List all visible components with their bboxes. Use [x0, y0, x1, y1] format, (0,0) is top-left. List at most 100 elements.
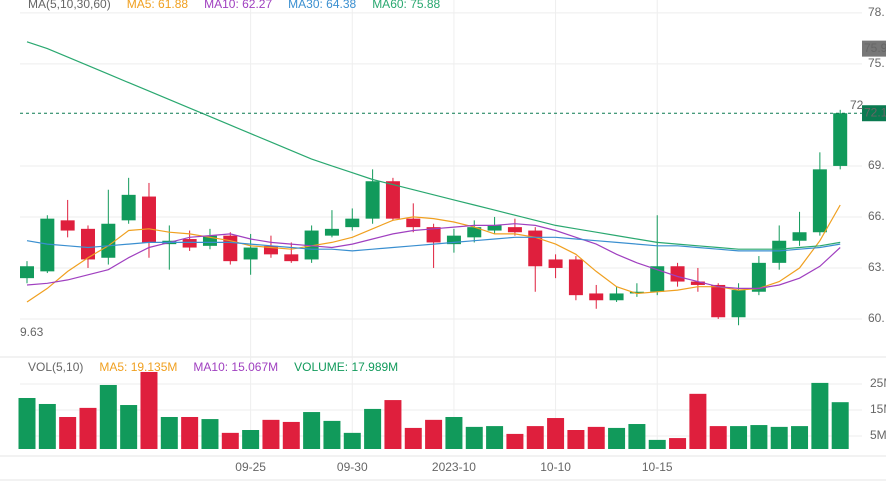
volume-bar [587, 426, 605, 449]
legend-title: MA(5,10,30,60) [28, 0, 111, 11]
candle-body [385, 181, 400, 219]
volume-bar [628, 424, 646, 449]
x-tick-label: 09-30 [337, 460, 368, 474]
volume-bar [18, 397, 36, 449]
volume-bar [79, 407, 97, 449]
volume-bar [811, 382, 829, 449]
volume-bar [201, 419, 219, 449]
y-tick-label: 66. [868, 209, 885, 223]
y-tick-label: 60. [868, 311, 885, 325]
candle-body [548, 259, 563, 268]
legend-entry: MA10: 15.067M [193, 360, 278, 374]
volume-bar [791, 426, 809, 449]
candle-body [772, 240, 787, 263]
x-tick-label: 10-15 [642, 460, 673, 474]
volume-bar [38, 403, 56, 449]
volume-bar [648, 439, 666, 449]
legend-entry: MA5: 61.88 [127, 0, 189, 11]
volume-bar [343, 432, 361, 449]
ma-line [26, 236, 841, 252]
ma-line [26, 204, 841, 303]
y-tick-label: 5M [870, 428, 886, 442]
volume-bar [608, 427, 626, 449]
candle-body [487, 225, 502, 231]
volume-bar [669, 438, 687, 449]
candle-body [182, 239, 197, 248]
candle-body [426, 227, 441, 243]
volume-bar [364, 408, 382, 449]
volume-bar [425, 419, 443, 449]
legend-entry: MA5: 19.135M [99, 360, 177, 374]
candle-body [80, 228, 95, 260]
volume-bar [323, 420, 341, 449]
y-tick-label: 78. [868, 5, 885, 19]
price-tag-bg [862, 105, 886, 122]
candle-body [60, 220, 75, 231]
volume-bar [384, 400, 402, 449]
candle-body [812, 169, 827, 233]
ma-line [26, 223, 841, 289]
candle-body [284, 254, 299, 262]
volume-bar [445, 416, 463, 449]
volume-bar [689, 393, 707, 449]
candle-body [711, 284, 726, 318]
volume-bar [160, 416, 178, 449]
volume-bar [831, 402, 849, 449]
x-tick-label: 2023-10 [432, 460, 476, 474]
candle-body [589, 293, 604, 301]
candle-body [121, 194, 136, 221]
x-tick-label: 10-10 [540, 460, 571, 474]
candle-body [629, 291, 644, 294]
candle-body [609, 293, 624, 301]
candle-body [507, 227, 522, 233]
y-tick-label: 63. [868, 260, 885, 274]
candle-body [345, 218, 360, 228]
high-label: 72 [850, 98, 864, 112]
volume-bar [181, 416, 199, 449]
candle-body [202, 235, 217, 246]
volume-bar [99, 384, 117, 449]
volume-bar [486, 426, 504, 449]
candle-body [101, 223, 116, 258]
price-tag-bg [862, 40, 886, 57]
candle-body [528, 230, 543, 267]
candle-body [670, 266, 685, 282]
low-label: 9.63 [20, 325, 44, 339]
y-tick-label: 25M [870, 376, 886, 390]
candle-body [446, 235, 461, 245]
volume-bar [120, 405, 138, 449]
volume-bar [465, 426, 483, 449]
candle-body [40, 218, 55, 272]
candle-body [690, 281, 705, 285]
candle-body [751, 262, 766, 292]
volume-bar [709, 426, 727, 449]
candle-body [243, 247, 258, 260]
volume-bar [547, 418, 565, 449]
candle-body [833, 113, 848, 166]
volume-bar [262, 419, 280, 449]
candle-body [467, 227, 482, 238]
y-tick-label: 69. [868, 158, 885, 172]
legend-title: VOL(5,10) [28, 360, 83, 374]
legend-entry: MA30: 64.38 [288, 0, 356, 11]
volume-bar [404, 427, 422, 449]
volume-bar [140, 371, 158, 449]
y-tick-label: 15M [870, 402, 886, 416]
legend-entry: VOLUME: 17.989M [294, 360, 398, 374]
volume-bar [567, 430, 585, 449]
y-tick-label: 75. [868, 56, 885, 70]
price-tag: 72.1 [864, 105, 886, 119]
volume-bar [526, 426, 544, 449]
legend-entry: MA60: 75.88 [372, 0, 440, 11]
candle-body [304, 230, 319, 260]
volume-bar [750, 425, 768, 449]
volume-bar [303, 412, 321, 449]
candle-body [568, 259, 583, 296]
volume-bar [730, 426, 748, 449]
volume-bar [506, 433, 524, 449]
candle-body [141, 196, 156, 243]
legend-entry: MA10: 62.27 [204, 0, 272, 11]
ma-line [26, 41, 841, 250]
candle-body [365, 181, 380, 219]
